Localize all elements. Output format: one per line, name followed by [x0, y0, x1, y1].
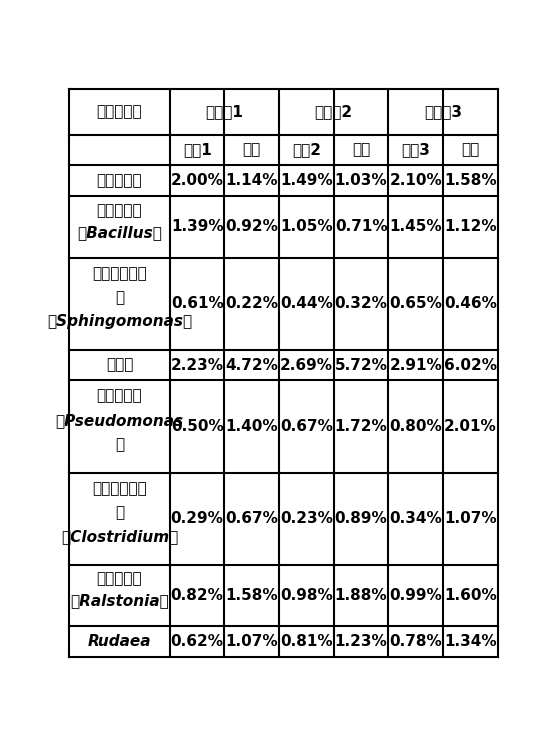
Text: 1.14%: 1.14% [226, 173, 278, 188]
Text: 4.72%: 4.72% [226, 357, 278, 373]
Text: 实施例1: 实施例1 [206, 104, 243, 119]
Text: 1.60%: 1.60% [444, 588, 497, 603]
Text: 1.40%: 1.40% [226, 419, 278, 434]
Text: 0.32%: 0.32% [335, 296, 388, 311]
Text: 实施例2: 实施例2 [315, 104, 353, 119]
Text: 0.34%: 0.34% [389, 511, 442, 526]
Text: 0.29%: 0.29% [171, 511, 223, 526]
Text: 0.89%: 0.89% [335, 511, 388, 526]
Text: 0.50%: 0.50% [171, 419, 223, 434]
Text: 1.03%: 1.03% [335, 173, 388, 188]
Text: 1.58%: 1.58% [444, 173, 497, 188]
Text: 0.44%: 0.44% [280, 296, 333, 311]
Text: 6.02%: 6.02% [444, 357, 497, 373]
Text: 0.81%: 0.81% [280, 634, 333, 649]
Text: 0.99%: 0.99% [389, 588, 442, 603]
Text: 实施例3: 实施例3 [424, 104, 462, 119]
Text: 1.23%: 1.23% [335, 634, 388, 649]
Text: （Pseudomonas: （Pseudomonas [55, 413, 184, 428]
Text: 0.78%: 0.78% [389, 634, 442, 649]
Text: 对照: 对照 [243, 142, 261, 157]
Text: 0.61%: 0.61% [171, 296, 223, 311]
Text: 1.07%: 1.07% [226, 634, 278, 649]
Text: （Clostridium）: （Clostridium） [61, 529, 178, 545]
Text: 1.07%: 1.07% [444, 511, 497, 526]
Text: ）: ） [115, 437, 124, 452]
Text: 1.05%: 1.05% [280, 219, 333, 234]
Text: 0.65%: 0.65% [389, 296, 442, 311]
Text: 1.45%: 1.45% [389, 219, 442, 234]
Text: （Sphingomonas）: （Sphingomonas） [47, 314, 192, 329]
Text: 0.67%: 0.67% [280, 419, 333, 434]
Text: 0.71%: 0.71% [335, 219, 388, 234]
Text: 微生物群落: 微生物群落 [97, 104, 142, 119]
Text: 1.34%: 1.34% [444, 634, 497, 649]
Text: 属: 属 [115, 290, 124, 305]
Text: 1.58%: 1.58% [226, 588, 278, 603]
Text: 1.39%: 1.39% [171, 219, 223, 234]
Text: 0.62%: 0.62% [171, 634, 223, 649]
Text: 属: 属 [115, 505, 124, 520]
Text: 1.88%: 1.88% [335, 588, 388, 603]
Text: 1.49%: 1.49% [280, 173, 333, 188]
Text: 案例3: 案例3 [401, 142, 430, 157]
Text: （Ralstonia）: （Ralstonia） [70, 593, 169, 608]
Text: 2.69%: 2.69% [280, 357, 333, 373]
Text: 对照: 对照 [352, 142, 370, 157]
Text: 0.46%: 0.46% [444, 296, 497, 311]
Text: 0.80%: 0.80% [389, 419, 442, 434]
Text: 2.00%: 2.00% [171, 173, 223, 188]
Text: 5.72%: 5.72% [335, 357, 388, 373]
Text: 芽孢杆菌属: 芽孢杆菌属 [97, 203, 142, 218]
Text: 0.67%: 0.67% [226, 511, 278, 526]
Text: 有益功能菌: 有益功能菌 [97, 173, 142, 188]
Text: 0.23%: 0.23% [280, 511, 333, 526]
Text: 0.92%: 0.92% [226, 219, 278, 234]
Text: 0.82%: 0.82% [171, 588, 223, 603]
Text: （Bacillus）: （Bacillus） [77, 225, 162, 240]
Text: 雷尔氏菌属: 雷尔氏菌属 [97, 571, 142, 587]
Text: 2.01%: 2.01% [444, 419, 497, 434]
Text: Rudaea: Rudaea [88, 634, 151, 649]
Text: 致病菌: 致病菌 [106, 357, 133, 373]
Text: 案例2: 案例2 [292, 142, 321, 157]
Text: 1.12%: 1.12% [444, 219, 497, 234]
Text: 对照: 对照 [461, 142, 479, 157]
Text: 2.23%: 2.23% [171, 357, 223, 373]
Text: 假单胞菌属: 假单胞菌属 [97, 389, 142, 404]
Text: 2.91%: 2.91% [389, 357, 442, 373]
Text: 0.22%: 0.22% [225, 296, 278, 311]
Text: 1.72%: 1.72% [335, 419, 388, 434]
Text: 2.10%: 2.10% [389, 173, 442, 188]
Text: 鞘氨醇单胞菌: 鞘氨醇单胞菌 [92, 266, 147, 280]
Text: 梭状芽孢杆菌: 梭状芽孢杆菌 [92, 480, 147, 496]
Text: 0.98%: 0.98% [280, 588, 333, 603]
Text: 案例1: 案例1 [183, 142, 212, 157]
